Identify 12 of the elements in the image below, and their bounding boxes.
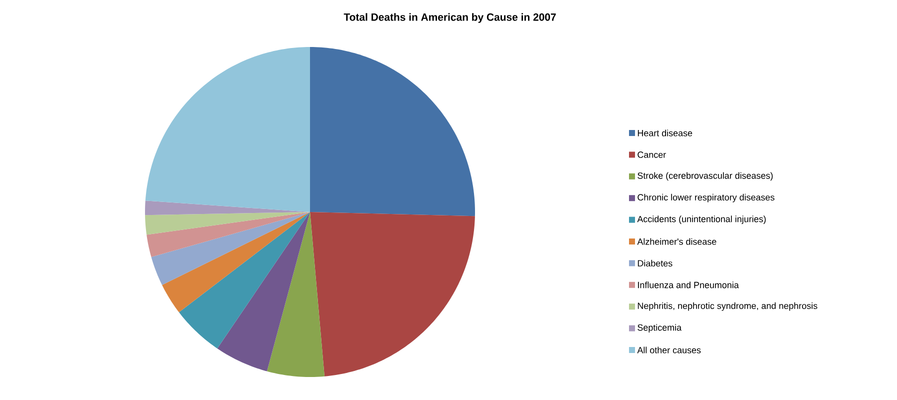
legend-label: Septicemia xyxy=(638,324,682,332)
legend-label: Diabetes xyxy=(638,260,672,266)
legend-label: Chronic lower respiratory diseases xyxy=(638,194,774,202)
legend-label: All other causes xyxy=(637,346,701,354)
chart-title: Total Deaths in American by Cause in 2007 xyxy=(344,13,556,23)
legend-label: Accidents (unintentional injuries) xyxy=(637,216,766,224)
legend-label: Influenza and Pneumonia xyxy=(638,282,739,288)
legend-label: Heart disease xyxy=(638,130,692,136)
legend-label: Nephritis, nephrotic syndrome, and nephrosis xyxy=(638,302,818,311)
legend-label: Alzheimer's disease xyxy=(637,238,716,245)
legend-label: Cancer xyxy=(638,152,666,158)
legend-label: Stroke (cerebrovascular diseases) xyxy=(638,172,773,181)
